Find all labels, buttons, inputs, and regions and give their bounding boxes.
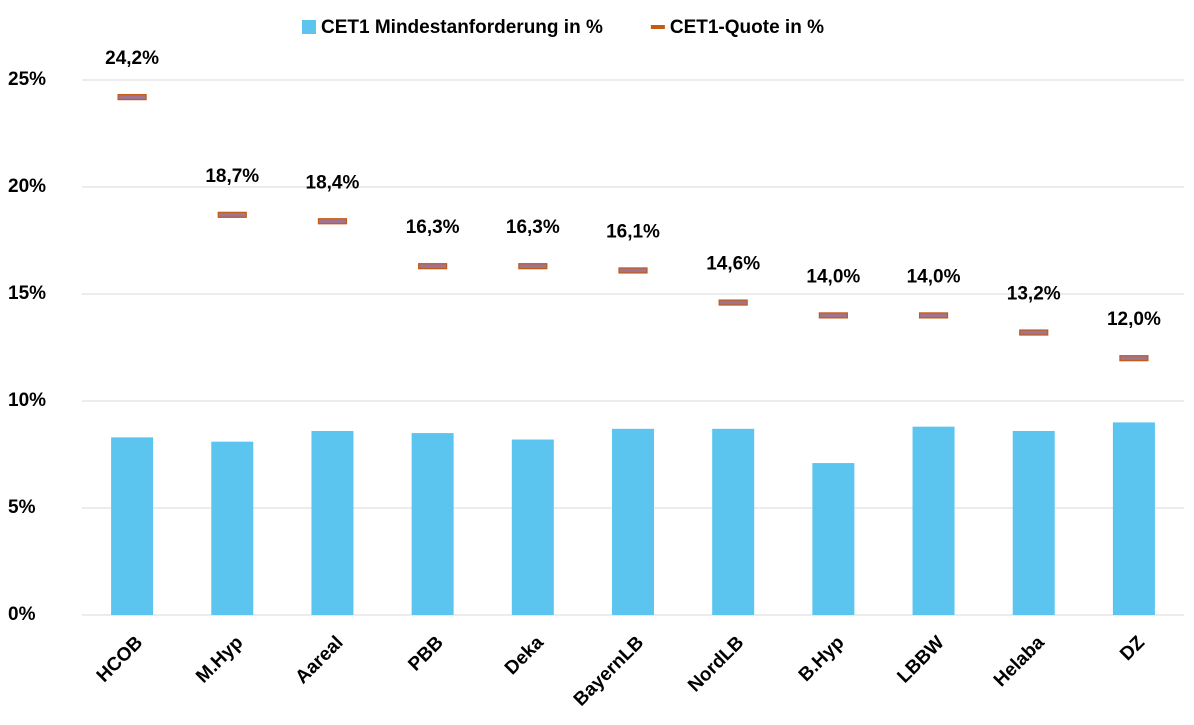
legend-label: CET1-Quote in % bbox=[670, 17, 824, 38]
y-tick-label: 15% bbox=[8, 283, 46, 304]
marker bbox=[718, 299, 748, 306]
marker bbox=[1119, 355, 1149, 362]
data-label: 16,3% bbox=[506, 217, 560, 238]
marker bbox=[818, 312, 848, 319]
data-label: 12,0% bbox=[1107, 309, 1161, 330]
data-label: 14,6% bbox=[706, 254, 760, 275]
x-tick-label: Deka bbox=[501, 632, 548, 679]
bar bbox=[111, 437, 154, 615]
x-tick-label: DZ bbox=[1116, 632, 1149, 665]
bar bbox=[612, 428, 654, 615]
marker bbox=[618, 267, 648, 274]
marker bbox=[317, 218, 348, 225]
marker bbox=[1019, 329, 1049, 336]
marker bbox=[918, 312, 949, 319]
data-label: 16,3% bbox=[406, 217, 460, 238]
bar bbox=[311, 430, 354, 615]
marker bbox=[117, 94, 147, 101]
bar bbox=[1012, 430, 1055, 615]
data-label: 13,2% bbox=[1007, 284, 1061, 305]
bar bbox=[1112, 422, 1155, 615]
bar bbox=[812, 463, 855, 615]
bar bbox=[211, 441, 254, 615]
x-tick-label: Helaba bbox=[990, 632, 1049, 691]
data-label: 16,1% bbox=[606, 221, 660, 242]
bar bbox=[511, 439, 554, 615]
data-label: 14,0% bbox=[907, 266, 961, 287]
bar bbox=[411, 433, 454, 615]
x-tick-label: BayernLB bbox=[570, 632, 648, 710]
x-tick-label: LBBW bbox=[893, 632, 948, 687]
y-tick-label: 20% bbox=[8, 176, 46, 197]
bar bbox=[912, 426, 955, 615]
y-tick-label: 25% bbox=[8, 69, 46, 90]
legend-swatch bbox=[650, 25, 665, 29]
x-tick-label: M.Hyp bbox=[192, 632, 247, 687]
x-tick-label: B.Hyp bbox=[795, 632, 849, 686]
data-label: 24,2% bbox=[105, 48, 159, 69]
marker bbox=[418, 263, 448, 270]
legend-label: CET1 Mindestanforderung in % bbox=[321, 17, 603, 38]
x-tick-label: PBB bbox=[404, 632, 447, 675]
bar bbox=[712, 428, 755, 615]
y-tick-label: 0% bbox=[8, 604, 36, 625]
x-tick-label: NordLB bbox=[684, 632, 748, 696]
marker bbox=[217, 211, 247, 218]
data-label: 18,7% bbox=[205, 166, 259, 187]
legend-swatch bbox=[302, 20, 316, 34]
y-tick-label: 10% bbox=[8, 390, 46, 411]
x-tick-label: HCOB bbox=[93, 632, 147, 686]
y-tick-label: 5% bbox=[8, 497, 36, 518]
x-tick-label: Aareal bbox=[292, 632, 348, 688]
marker bbox=[518, 263, 548, 270]
data-label: 18,4% bbox=[306, 172, 360, 193]
data-label: 14,0% bbox=[806, 266, 860, 287]
